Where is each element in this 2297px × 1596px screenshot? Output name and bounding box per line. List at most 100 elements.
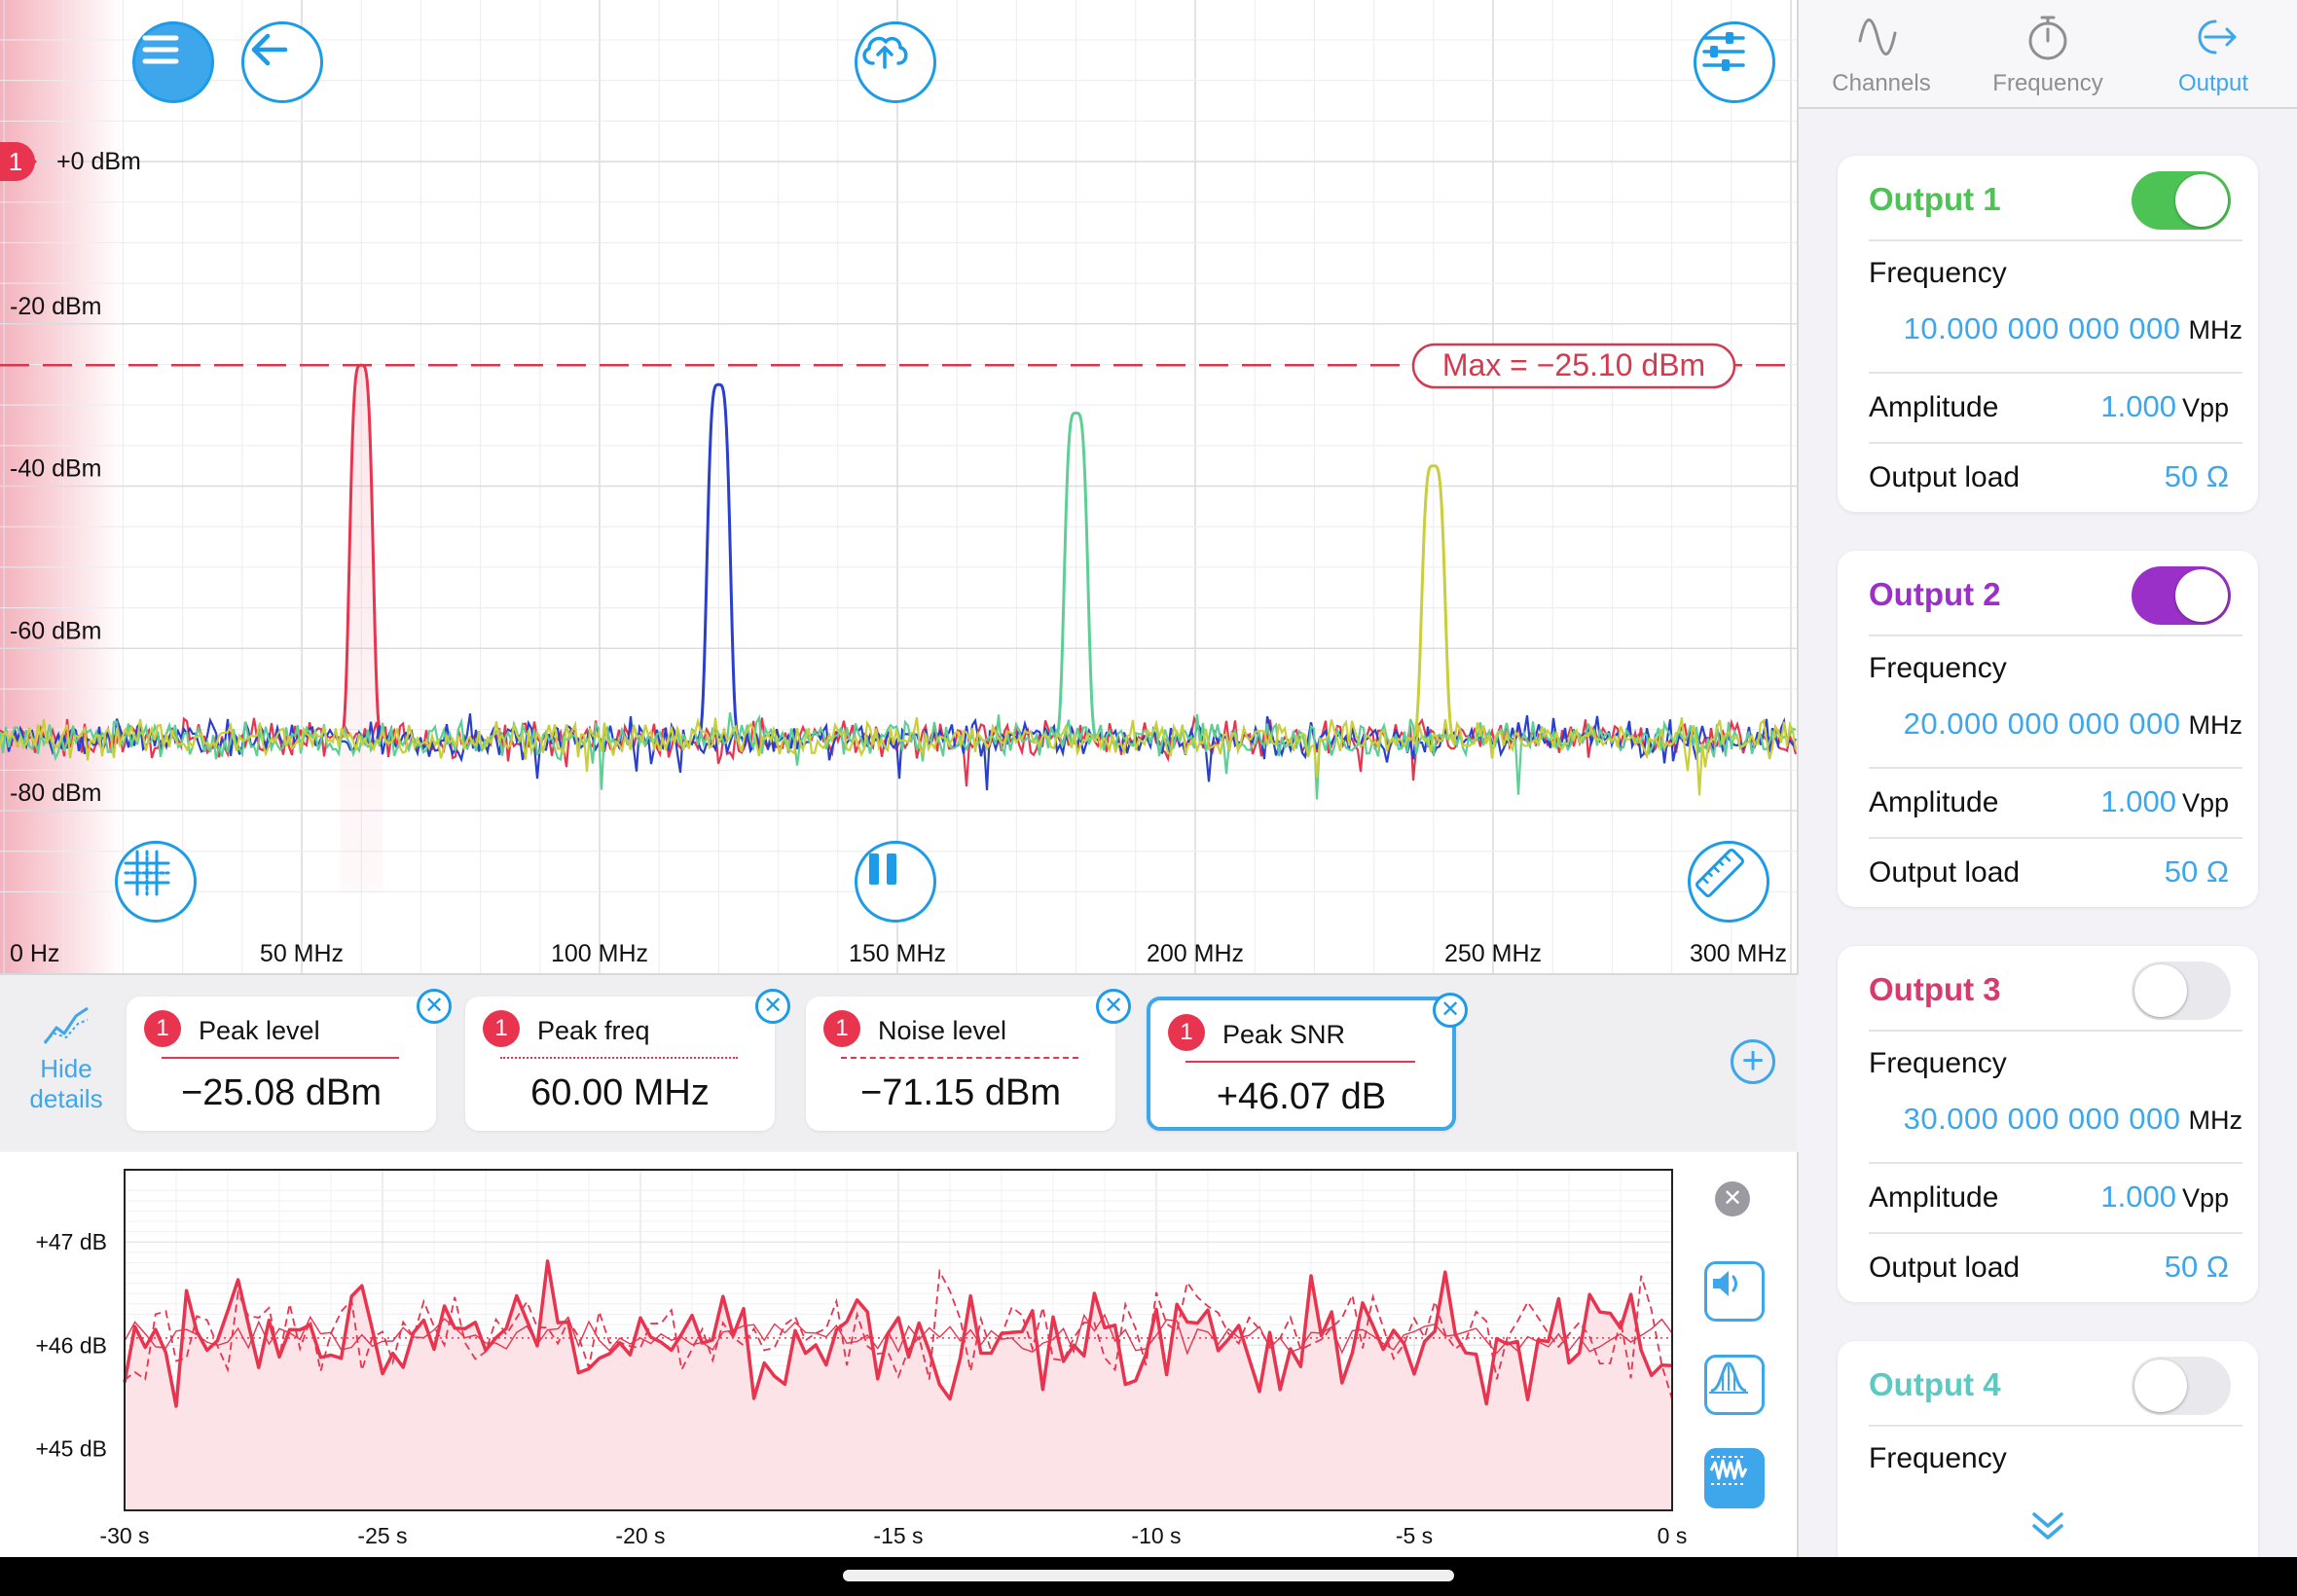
- amplitude-row[interactable]: Amplitude 1.000 Vpp: [1869, 767, 2242, 837]
- frequency-value[interactable]: 10.000 000 000 000 MHz: [1903, 311, 2242, 345]
- history-trace-main: [123, 1259, 1673, 1408]
- max-label-pill[interactable]: Max = −25.10 dBm: [1411, 343, 1736, 389]
- frequency-value[interactable]: 20.000 000 000 000 MHz: [1903, 707, 2242, 741]
- close-history-button[interactable]: ✕: [1715, 1181, 1750, 1216]
- output-panel: Channels Frequency Output Output 1 Frequenc…: [1799, 0, 2297, 1557]
- history-y-axis: +47 dB +46 dB +45 dB: [35, 1229, 107, 1461]
- ruler-button[interactable]: [1688, 841, 1769, 923]
- noise-trace-button[interactable]: [1704, 1448, 1765, 1508]
- amplitude-row[interactable]: Amplitude 1.000 Vpp: [1869, 1162, 2242, 1232]
- amplitude-value[interactable]: 1.000 Vpp: [2100, 784, 2229, 818]
- app-window: Max = −25.10 dBm +20 dBm +0 dBm -20 dBm -40…: [0, 0, 2297, 1557]
- distribution-button[interactable]: [1704, 1355, 1765, 1415]
- pause-button[interactable]: [855, 841, 936, 923]
- output-title: Output 4: [1869, 1366, 2001, 1402]
- history-traces: [123, 1259, 1673, 1510]
- output-load-row[interactable]: Output load 50 Ω: [1869, 1232, 2242, 1302]
- noise-trace: [0, 716, 1797, 796]
- output-enable-toggle[interactable]: [2132, 961, 2231, 1020]
- x-tick-label: 50 MHz: [260, 940, 344, 967]
- measurement-card[interactable]: 1 Peak SNR +46.07 dB ✕: [1147, 993, 1468, 1131]
- output-load-value[interactable]: 50 Ω: [2164, 459, 2229, 493]
- measurement-card[interactable]: 1 Peak level −25.08 dBm ✕: [127, 989, 452, 1131]
- output-enable-toggle[interactable]: [2132, 566, 2231, 625]
- snr-history-chart: +47 dB+46 dB+45 dB -30 s -25 s -20 s -15 s-…: [35, 1169, 1687, 1548]
- max-label: Max = −25.10 dBm: [1442, 347, 1705, 382]
- history-trace-dashed: [124, 1268, 1673, 1399]
- x-tick-label: 250 MHz: [1444, 940, 1542, 967]
- measurement-title: Peak level: [199, 1016, 320, 1045]
- channel-badge: 1: [483, 1010, 520, 1047]
- upload-button[interactable]: [855, 21, 936, 103]
- output-title: Output 1: [1869, 181, 2001, 217]
- x-tick-label: 0 s: [1658, 1523, 1688, 1548]
- frequency-label: Frequency: [1869, 1442, 2007, 1474]
- amplitude-value[interactable]: 1.000 Vpp: [2100, 389, 2229, 423]
- history-fill: [125, 1260, 1672, 1510]
- peak-fill: [340, 365, 383, 892]
- amplitude-row[interactable]: Amplitude 1.000 Vpp: [1869, 372, 2242, 442]
- stopwatch-icon: [2028, 16, 2067, 60]
- pause-icon: [869, 853, 896, 885]
- frequency-row[interactable]: Frequency 20.000 000 000 000 MHz: [1869, 635, 2242, 782]
- output-enable-toggle[interactable]: [2132, 171, 2231, 230]
- y-tick-label: +47 dB: [35, 1229, 107, 1254]
- output-card: Output 4 Frequency: [1838, 1341, 2258, 1557]
- home-indicator[interactable]: [843, 1570, 1454, 1581]
- frequency-value[interactable]: 30.000 000 000 000 MHz: [1903, 1102, 2242, 1136]
- output-load-value[interactable]: 50 Ω: [2164, 854, 2229, 889]
- close-icon[interactable]: ✕: [1433, 993, 1468, 1028]
- sliders-icon: [1702, 32, 1745, 71]
- frequency-row[interactable]: Frequency: [1869, 1425, 2242, 1557]
- frequency-label: Frequency: [1869, 652, 2007, 684]
- y-tick-label: +0 dBm: [56, 148, 141, 175]
- measurement-card[interactable]: 1 Peak freq 60.00 MHz ✕: [465, 989, 790, 1131]
- measurement-card[interactable]: 1 Noise level −71.15 dBm ✕: [806, 989, 1131, 1131]
- output-title: Output 3: [1869, 971, 2001, 1007]
- add-measurement-button[interactable]: +: [1731, 1039, 1775, 1084]
- y-tick-label: +20 dBm: [10, 0, 108, 1]
- tab-label: Output: [2177, 70, 2249, 96]
- settings-button[interactable]: [1694, 21, 1775, 103]
- amplitude-value[interactable]: 1.000 Vpp: [2100, 1179, 2229, 1214]
- channel-badge: 1: [1168, 1014, 1205, 1051]
- output-enable-toggle[interactable]: [2132, 1357, 2231, 1415]
- spectrum-grid: [0, 0, 1797, 973]
- amplitude-label: Amplitude: [1869, 391, 1999, 423]
- output-load-value[interactable]: 50 Ω: [2164, 1250, 2229, 1284]
- x-tick-label: -10 s: [1131, 1523, 1181, 1548]
- grid-button[interactable]: [115, 841, 197, 923]
- x-tick-label: 200 MHz: [1147, 940, 1244, 967]
- frequency-row[interactable]: Frequency 10.000 000 000 000 MHz: [1869, 239, 2242, 387]
- x-tick-label: -20 s: [615, 1523, 665, 1548]
- hide-details-button[interactable]: Hide details: [18, 1004, 115, 1114]
- output-load-label: Output load: [1869, 1251, 2021, 1284]
- output-load-row[interactable]: Output load 50 Ω: [1869, 837, 2242, 907]
- tab-output[interactable]: Output: [2131, 0, 2296, 107]
- hide-details-label: Hide details: [29, 1054, 103, 1113]
- measurement-line-style: [1185, 1061, 1415, 1063]
- spectrum-traces: [0, 363, 1797, 800]
- close-icon[interactable]: ✕: [1096, 989, 1131, 1024]
- history-x-axis: -30 s -25 s -20 s -15 s -10 s -5 s 0 s: [99, 1523, 1687, 1548]
- spectrum-plot[interactable]: Max = −25.10 dBm +20 dBm +0 dBm -20 dBm -40…: [0, 0, 1799, 975]
- channel-badge: 1: [823, 1010, 860, 1047]
- output-load-row[interactable]: Output load 50 Ω: [1869, 442, 2242, 512]
- x-tick-label: 150 MHz: [849, 940, 946, 967]
- close-icon[interactable]: ✕: [417, 989, 452, 1024]
- y-tick-label: +45 dB: [35, 1435, 107, 1461]
- measurement-line-style: [162, 1057, 399, 1059]
- scroll-down-icon[interactable]: [2023, 1506, 2073, 1545]
- close-icon[interactable]: ✕: [755, 989, 790, 1024]
- tab-channels[interactable]: Channels: [1799, 0, 1964, 107]
- measurement-value: +46.07 dB: [1216, 1076, 1387, 1117]
- tab-frequency[interactable]: Frequency: [1965, 0, 2131, 107]
- peak-trace: [1411, 464, 1456, 741]
- sound-button[interactable]: [1704, 1261, 1765, 1322]
- history-plot[interactable]: +47 dB +46 dB +45 dB -30 s -25 s -20 s -15 s-…: [0, 1152, 1799, 1557]
- frequency-row[interactable]: Frequency 30.000 000 000 000 MHz: [1869, 1030, 2242, 1178]
- back-button[interactable]: [241, 21, 323, 103]
- menu-button[interactable]: [132, 21, 214, 103]
- reference-marker[interactable]: 1: [0, 142, 37, 181]
- output-load-label: Output load: [1869, 856, 2021, 889]
